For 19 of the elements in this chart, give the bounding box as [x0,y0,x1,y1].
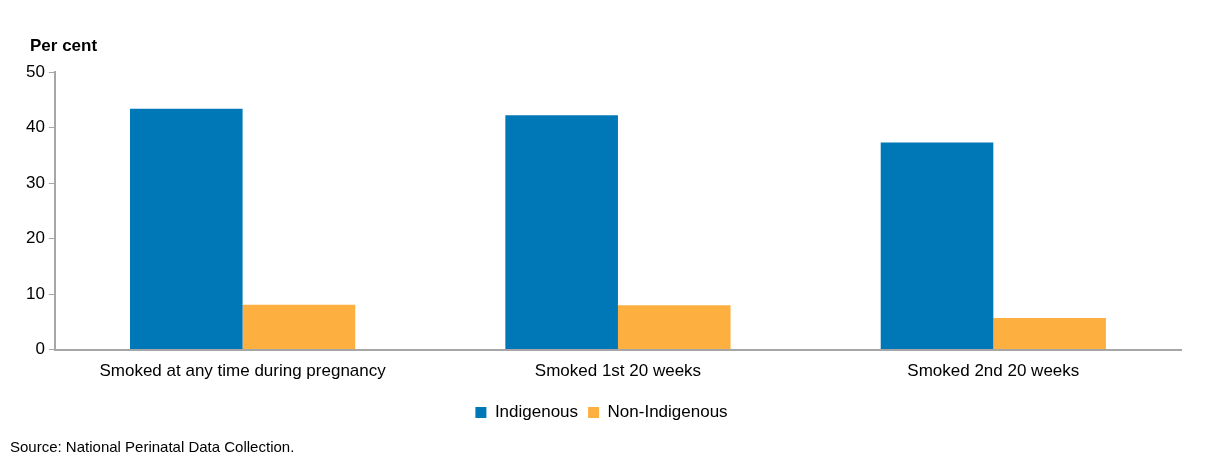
y-tick-label: 0 [35,339,45,359]
y-tick-label: 50 [25,61,45,81]
bar [880,142,994,350]
x-tick-label: Smoked at any time during pregnancy [99,361,387,381]
source-note: Source: National Perinatal Data Collection. [10,438,295,455]
bar [993,317,1106,350]
y-axis-title: Per cent [30,36,98,56]
y-tick-label: 40 [25,117,45,137]
bar [129,108,243,350]
y-tick-label: 30 [25,172,45,192]
legend-label: Non-Indigenous [607,402,728,422]
x-tick-label: Smoked 1st 20 weeks [534,361,702,381]
legend-label: Indigenous [494,402,579,422]
bar [505,115,618,350]
y-tick-label: 10 [25,283,45,303]
y-tick-label: 20 [25,228,45,248]
bar [617,305,731,350]
bar [242,304,356,350]
x-tick-label: Smoked 2nd 20 weeks [907,361,1080,381]
